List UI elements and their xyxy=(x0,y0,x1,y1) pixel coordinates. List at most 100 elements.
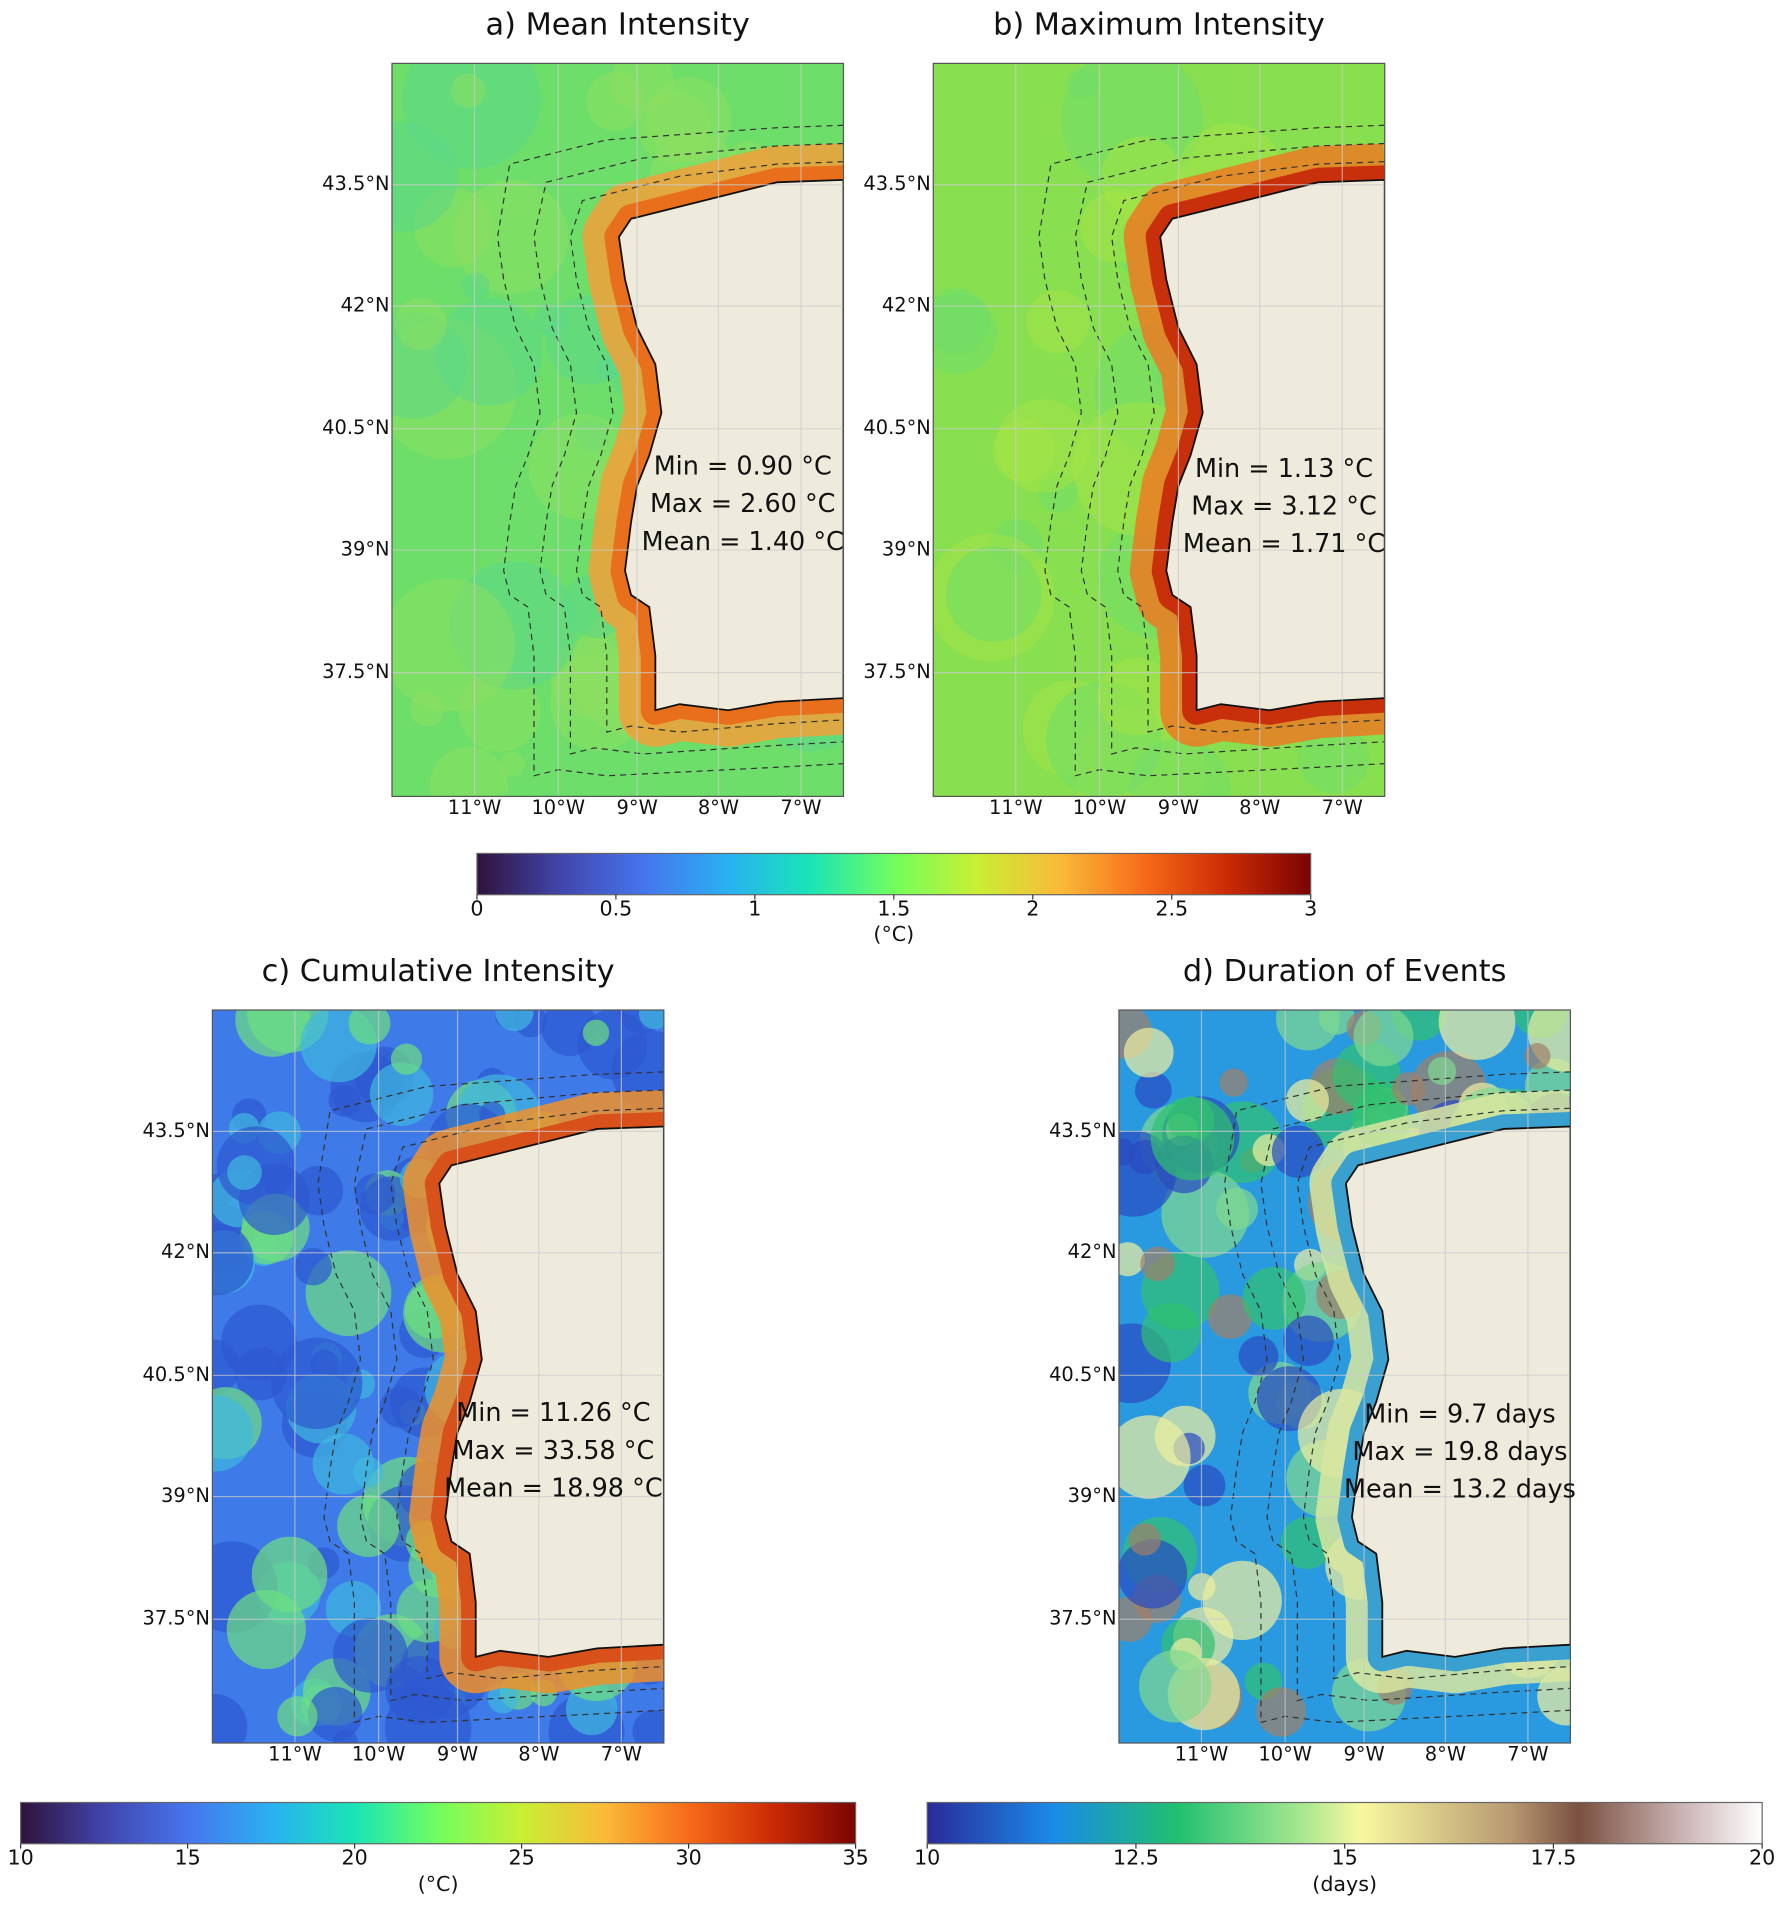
colorbar-tick-label: 17.5 xyxy=(1530,1845,1576,1869)
texture xyxy=(1097,657,1176,736)
texture xyxy=(227,1155,262,1190)
colorbar-tick-label: 0.5 xyxy=(599,896,632,920)
lat-label: 39°N xyxy=(161,1484,210,1507)
contour xyxy=(317,1071,664,1724)
texture xyxy=(1438,1010,1516,1060)
lat-label: 39°N xyxy=(341,538,390,561)
lat-label: 37.5°N xyxy=(1049,1607,1116,1630)
panel-title: c) Cumulative Intensity xyxy=(262,954,615,989)
contour xyxy=(1223,1071,1571,1724)
texture xyxy=(1283,1315,1334,1366)
texture xyxy=(1128,1523,1161,1556)
texture xyxy=(495,1010,534,1032)
texture xyxy=(394,297,448,351)
lon-label: 7°W xyxy=(780,796,821,819)
texture xyxy=(1140,1246,1175,1282)
colorbar-tick-label: 35 xyxy=(842,1845,868,1869)
texture xyxy=(577,1010,648,1080)
lat-label: 42°N xyxy=(1068,1240,1117,1263)
map-area xyxy=(212,1010,664,1744)
colorbar-tick-label: 30 xyxy=(675,1845,701,1869)
contour xyxy=(390,1107,664,1680)
texture xyxy=(1138,1649,1212,1723)
texture xyxy=(1141,1302,1201,1363)
lon-label: 10°W xyxy=(352,1743,406,1766)
texture xyxy=(435,298,543,406)
colorbar-tick-label: 10 xyxy=(914,1845,940,1869)
texture xyxy=(271,1337,363,1430)
texture xyxy=(1285,1079,1329,1123)
lat-label: 43.5°N xyxy=(322,172,389,195)
lat-label: 37.5°N xyxy=(143,1607,210,1630)
lon-label: 10°W xyxy=(1258,1743,1312,1766)
land xyxy=(1344,1125,1571,1659)
texture xyxy=(1026,290,1090,354)
land xyxy=(1159,178,1385,712)
contour xyxy=(1111,161,1385,733)
colorbar xyxy=(476,852,1312,896)
contour xyxy=(533,142,844,755)
texture xyxy=(1238,1336,1279,1377)
lon-label: 9°W xyxy=(437,1743,478,1766)
lon-label: 7°W xyxy=(1507,1743,1548,1766)
texture xyxy=(1242,1266,1306,1330)
map-area xyxy=(391,63,844,797)
contour xyxy=(353,1089,664,1702)
land xyxy=(438,1125,664,1659)
texture xyxy=(1118,1539,1188,1609)
lon-label: 7°W xyxy=(601,1743,642,1766)
map-panel xyxy=(391,62,845,798)
panel-title: d) Duration of Events xyxy=(1183,954,1507,989)
texture xyxy=(1207,1294,1253,1339)
texture xyxy=(277,1696,318,1737)
lon-label: 7°W xyxy=(1322,796,1363,819)
texture xyxy=(499,751,525,778)
colorbar-tick-label: 2.5 xyxy=(1155,896,1188,920)
map-panel xyxy=(932,62,1386,798)
texture xyxy=(307,1686,363,1742)
lat-label: 42°N xyxy=(341,294,390,317)
colorbar-tick-label: 12.5 xyxy=(1113,1845,1159,1869)
texture xyxy=(637,90,711,164)
contour xyxy=(569,161,844,733)
land xyxy=(617,178,844,712)
texture xyxy=(1256,1687,1307,1737)
lon-label: 8°W xyxy=(698,796,739,819)
texture xyxy=(212,1223,254,1296)
lat-label: 42°N xyxy=(161,1240,210,1263)
texture xyxy=(1353,1010,1414,1067)
colorbar-tick-label: 20 xyxy=(341,1845,367,1869)
texture xyxy=(312,1433,374,1495)
lat-label: 40.5°N xyxy=(863,416,930,439)
lat-label: 43.5°N xyxy=(1049,1119,1116,1142)
texture xyxy=(391,578,515,712)
colorbar-tick-label: 1 xyxy=(748,896,761,920)
texture xyxy=(1427,1056,1457,1086)
texture xyxy=(1392,1072,1426,1106)
stat-line: Min = 1.13 °C xyxy=(1195,454,1373,484)
texture xyxy=(1150,1096,1235,1181)
colorbar-tick-label: 1.5 xyxy=(877,896,910,920)
texture xyxy=(585,72,645,131)
stat-line: Mean = 1.71 °C xyxy=(1183,529,1385,559)
lon-label: 11°W xyxy=(1175,1743,1229,1766)
frame xyxy=(211,1009,665,1744)
texture xyxy=(212,1395,253,1472)
lat-label: 42°N xyxy=(882,294,931,317)
texture xyxy=(632,1709,664,1744)
lat-label: 37.5°N xyxy=(322,660,389,683)
lon-label: 11°W xyxy=(268,1743,322,1766)
texture xyxy=(462,272,491,301)
texture xyxy=(294,1247,332,1286)
lon-label: 9°W xyxy=(1343,1743,1384,1766)
panel-title: b) Maximum Intensity xyxy=(993,7,1325,42)
texture xyxy=(328,1084,361,1117)
texture xyxy=(1066,67,1099,100)
texture xyxy=(1298,722,1369,794)
contour xyxy=(1260,1089,1571,1702)
colorbar-label: (°C) xyxy=(873,922,914,946)
contour xyxy=(496,124,844,777)
colorbar-label: (°C) xyxy=(418,1872,459,1896)
lon-label: 8°W xyxy=(518,1743,559,1766)
